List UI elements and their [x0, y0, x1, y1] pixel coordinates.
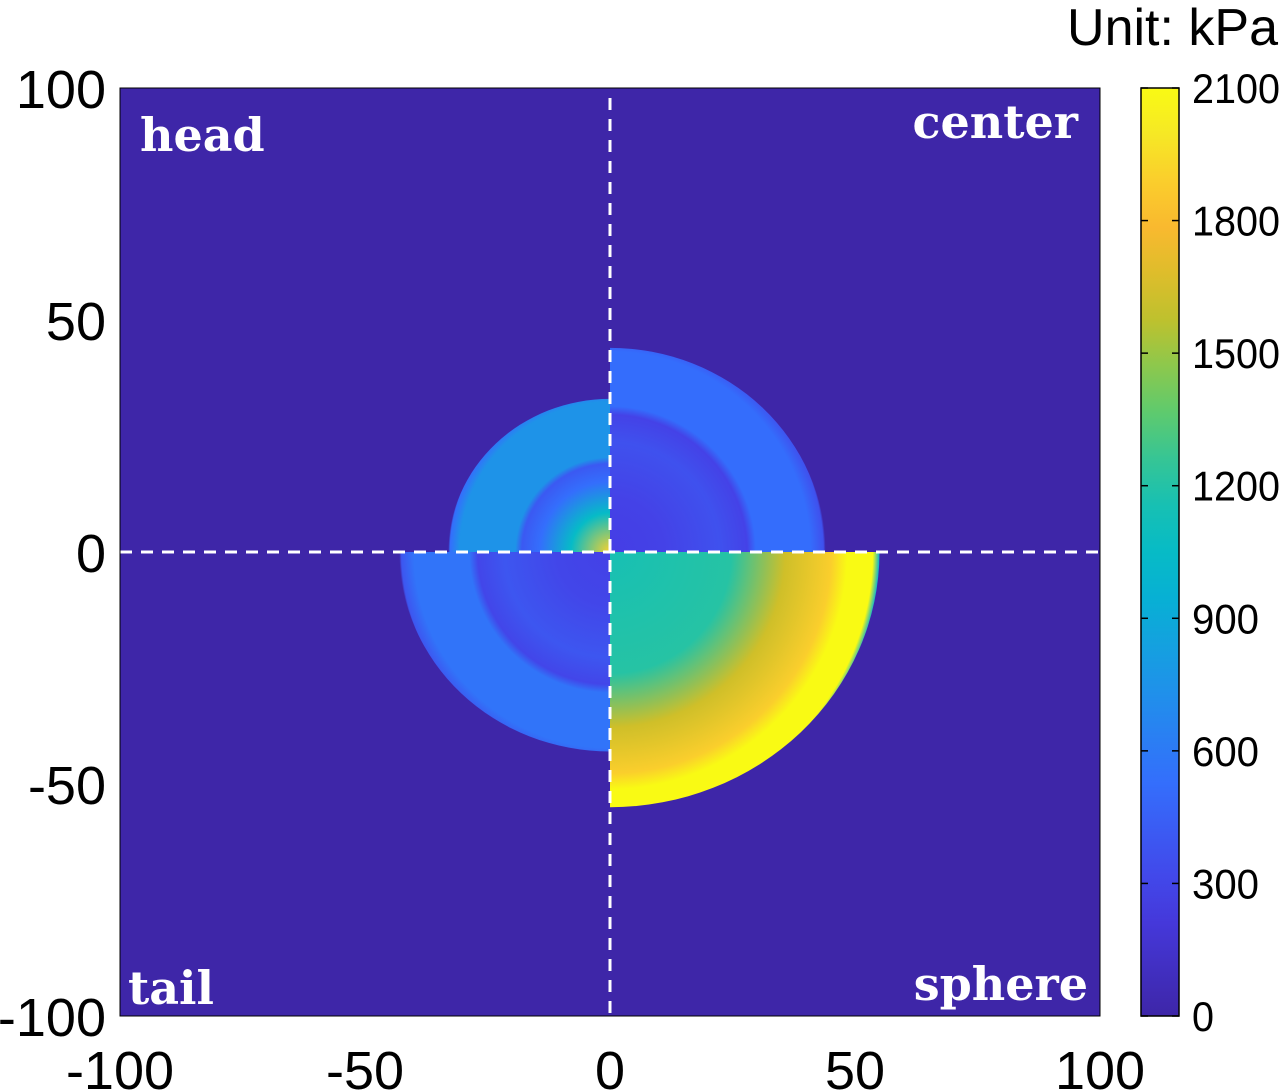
colorbar-tick-label: 300 [1192, 860, 1259, 907]
colorbar-gradient [1140, 87, 1180, 1017]
colorbar-tick-label: 0 [1192, 993, 1214, 1040]
heatmap-plot: head center tail sphere [120, 88, 1100, 1016]
quadrant-sphere-field [610, 552, 880, 808]
quadrant-label-center: center [913, 95, 1079, 149]
y-tick-label: 100 [16, 60, 106, 120]
axes: -100 -50 0 50 100 -100 -50 0 50 100 [0, 60, 1145, 1091]
quadrant-label-head: head [140, 108, 265, 162]
colorbar: 0 300 600 900 1200 1500 1800 2100 Unit: kPa [1067, 0, 1280, 1040]
y-tick-label: 0 [76, 524, 106, 584]
quadrant-head-field [448, 398, 610, 552]
quadrant-tail-field [399, 552, 610, 752]
quadrant-label-tail: tail [128, 961, 214, 1015]
colorbar-tick-label: 900 [1192, 595, 1259, 642]
x-tick-label: 50 [825, 1041, 885, 1091]
colorbar-tick-label: 1500 [1192, 330, 1280, 377]
x-tick-label: 0 [595, 1041, 625, 1091]
x-tick-label: -100 [66, 1041, 174, 1091]
y-tick-label: -100 [0, 988, 106, 1048]
x-tick-label: -50 [326, 1041, 404, 1091]
colorbar-tick-label: 1800 [1192, 198, 1280, 245]
colorbar-tick-label: 1200 [1192, 463, 1280, 510]
colorbar-tick-label: 2100 [1192, 65, 1280, 112]
plot-frame [119, 87, 1101, 1017]
y-tick-label: 50 [46, 292, 106, 352]
y-tick-label: -50 [28, 756, 106, 816]
x-tick-label: 100 [1055, 1041, 1145, 1091]
colorbar-tick-label: 600 [1192, 728, 1259, 775]
colorbar-unit-label: Unit: kPa [1067, 0, 1278, 57]
quadrant-center-field [610, 347, 826, 552]
quadrant-label-sphere: sphere [914, 957, 1088, 1011]
